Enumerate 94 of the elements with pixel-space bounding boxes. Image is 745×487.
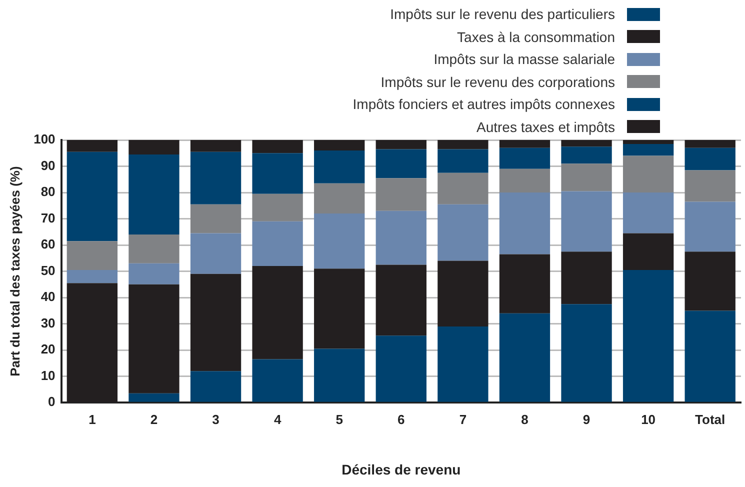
legend-label: Impôts fonciers et autres impôts connexes	[352, 96, 615, 112]
bar	[252, 266, 303, 360]
bar	[438, 140, 488, 150]
legend-label: Impôts sur la masse salariale	[434, 51, 615, 68]
bar	[438, 204, 488, 261]
bar	[66, 241, 118, 270]
bar	[128, 234, 180, 264]
legend-label: Autres taxes et impôts	[476, 118, 615, 135]
bar	[314, 214, 365, 269]
bar	[190, 140, 242, 152]
bar	[314, 150, 365, 184]
bar	[499, 313, 550, 402]
bar	[438, 260, 488, 326]
bar	[376, 178, 426, 211]
bar	[684, 148, 736, 170]
bar	[499, 140, 550, 148]
bar	[561, 140, 612, 147]
bar	[252, 153, 303, 194]
bar	[684, 140, 736, 148]
bar	[622, 144, 674, 156]
bar	[561, 304, 612, 402]
bar	[438, 172, 488, 204]
x-tick-label: 3	[212, 412, 220, 427]
y-axis-title: Part du total des taxes payées (%)	[7, 166, 22, 376]
x-tick-label: 1	[88, 412, 96, 427]
bar	[376, 210, 426, 265]
x-tick-label: 9	[582, 412, 590, 427]
x-tick-label: 6	[398, 412, 405, 427]
bar	[561, 191, 612, 252]
y-tick-label: 0	[48, 394, 56, 410]
legend-label: Impôts sur le revenu des particuliers	[390, 6, 615, 22]
bar	[190, 233, 242, 274]
bar	[128, 284, 180, 394]
y-tick-label: 90	[40, 158, 56, 173]
y-tick-label: 20	[40, 342, 56, 357]
bar	[314, 140, 365, 151]
bar	[622, 192, 674, 234]
bar	[376, 264, 426, 336]
y-tick-label: 80	[40, 184, 56, 200]
bar	[622, 140, 674, 144]
x-axis-title: Déciles de revenu	[342, 461, 461, 478]
bar	[499, 254, 550, 314]
bar	[314, 268, 365, 349]
legend-label: Taxes à la consommation	[457, 28, 615, 45]
bar	[622, 233, 674, 270]
x-tick-label: 2	[150, 412, 158, 427]
bar	[190, 152, 242, 204]
bar	[252, 359, 303, 402]
bar	[561, 252, 612, 304]
y-tick-label: 100	[34, 132, 56, 147]
y-tick-label: 70	[40, 210, 56, 226]
bar	[128, 263, 180, 284]
x-tick-label: 10	[641, 412, 656, 427]
y-tick-label: 50	[40, 262, 56, 278]
y-tick-label: 10	[40, 368, 56, 383]
bar	[314, 183, 365, 214]
bar	[684, 310, 736, 402]
bar	[622, 270, 674, 402]
x-tick-label: 4	[274, 412, 282, 427]
bar	[684, 170, 736, 202]
bar	[376, 140, 426, 150]
bar	[438, 149, 488, 173]
bar	[252, 140, 303, 154]
legend-label: Impôts sur le revenu des corporations	[380, 74, 615, 90]
bar	[499, 168, 550, 193]
bar	[66, 152, 118, 242]
bar	[190, 371, 242, 402]
bar	[376, 336, 426, 402]
bar	[438, 326, 488, 402]
bar	[622, 156, 674, 193]
bar	[684, 202, 736, 252]
bar	[252, 194, 303, 222]
bar	[314, 348, 365, 402]
y-tick-label: 40	[40, 289, 56, 304]
bar	[128, 393, 180, 402]
bar	[252, 221, 303, 266]
bar	[561, 164, 612, 192]
x-tick-label: 7	[459, 412, 467, 427]
bar	[128, 154, 180, 235]
bar	[66, 140, 118, 152]
bar	[499, 148, 550, 169]
bar	[190, 274, 242, 372]
x-tick-label: 5	[336, 412, 343, 427]
x-tick-label: 8	[521, 412, 528, 427]
bar	[128, 140, 180, 154]
bar	[66, 270, 118, 284]
bar	[190, 204, 242, 234]
bar	[561, 146, 612, 164]
y-tick-label: 30	[40, 315, 56, 330]
bar	[499, 192, 550, 254]
bar	[684, 252, 736, 311]
bar	[376, 149, 426, 178]
y-tick-label: 60	[40, 236, 56, 252]
x-tick-label: Total	[695, 412, 726, 427]
